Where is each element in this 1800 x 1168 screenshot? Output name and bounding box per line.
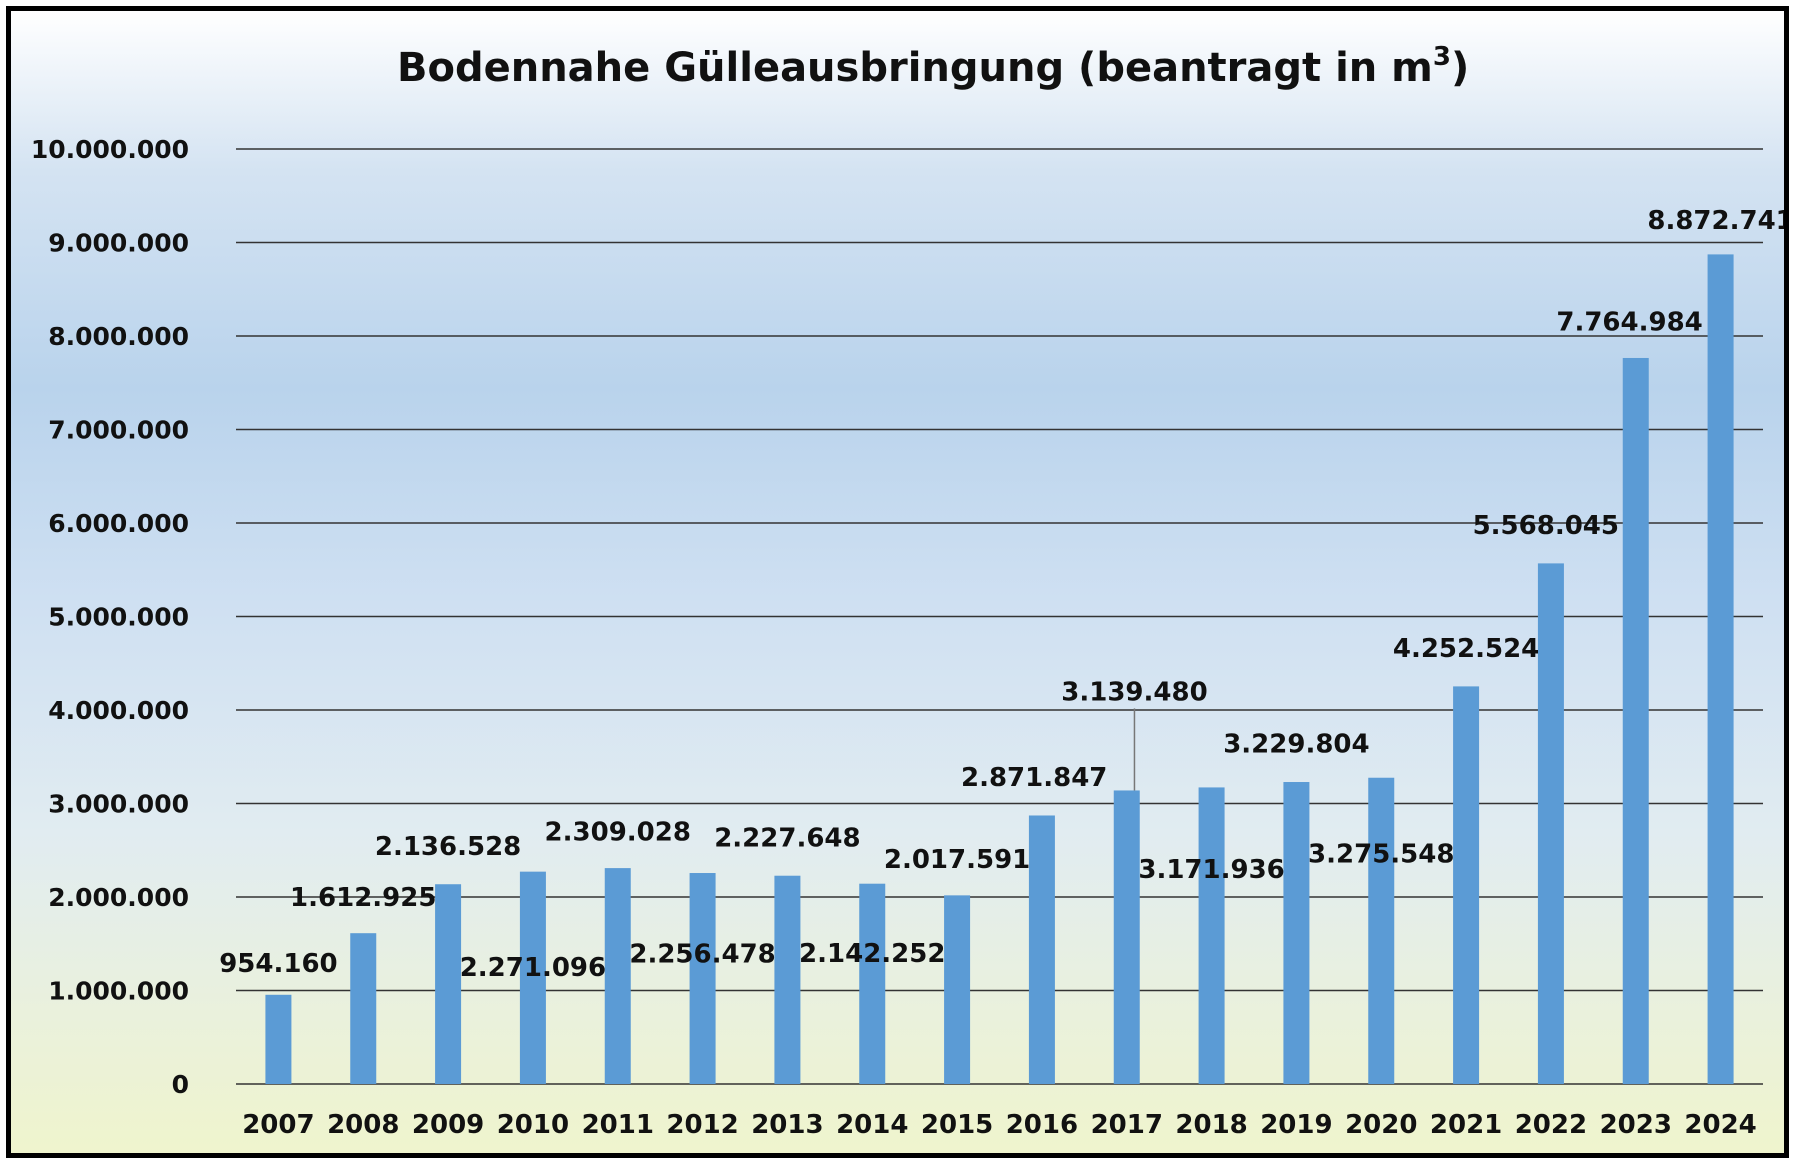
- data-label-2012: 2.256.478: [629, 939, 775, 969]
- x-tick-label: 2024: [1684, 1110, 1756, 1140]
- y-axis-ticks: 0 1.000.000 2.000.000 3.000.000 4.000.000 5.0…: [31, 135, 189, 1099]
- data-label-2019: 3.229.804: [1223, 730, 1369, 760]
- chart-frame: Bodennahe Gülleausbringung (beantragt in…: [6, 6, 1789, 1158]
- data-label-2017: 3.139.480: [1061, 677, 1207, 707]
- x-tick-label: 2017: [1091, 1110, 1163, 1140]
- y-tick-label: 7.000.000: [48, 416, 189, 445]
- bar-2010: [519, 871, 546, 1084]
- data-label-2014: 2.142.252: [799, 939, 945, 969]
- bar-2013: [774, 875, 801, 1084]
- bar-2023: [1622, 357, 1649, 1084]
- x-tick-label: 2020: [1345, 1110, 1417, 1140]
- chart-title-suffix: ): [1451, 45, 1469, 91]
- data-label-2024: 8.872.741: [1647, 206, 1784, 236]
- y-tick-label: 10.000.000: [31, 135, 189, 164]
- data-label-2007: 954.160: [219, 949, 337, 979]
- chart-title: Bodennahe Gülleausbringung (beantragt in…: [397, 42, 1469, 91]
- data-label-2009: 2.136.528: [375, 832, 521, 862]
- y-tick-label: 5.000.000: [48, 603, 189, 632]
- data-label-2022: 5.568.045: [1473, 511, 1619, 541]
- x-tick-label: 2019: [1260, 1110, 1332, 1140]
- y-tick-label: 6.000.000: [48, 509, 189, 538]
- y-tick-label: 9.000.000: [48, 229, 189, 258]
- y-tick-label: 1.000.000: [48, 977, 189, 1006]
- y-tick-label: 2.000.000: [48, 883, 189, 912]
- bar-2012: [689, 873, 716, 1084]
- x-tick-label: 2016: [1006, 1110, 1078, 1140]
- x-tick-label: 2008: [327, 1110, 399, 1140]
- bar-2024: [1707, 254, 1734, 1085]
- x-tick-label: 2015: [921, 1110, 993, 1140]
- x-tick-label: 2012: [666, 1110, 738, 1140]
- data-label-2010: 2.271.096: [460, 953, 606, 983]
- x-tick-label: 2013: [751, 1110, 823, 1140]
- y-tick-label: 8.000.000: [48, 322, 189, 351]
- data-label-2016: 2.871.847: [961, 763, 1107, 793]
- bar-2017: [1113, 790, 1140, 1084]
- data-label-2018: 3.171.936: [1138, 855, 1284, 885]
- data-label-2015: 2.017.591: [884, 845, 1030, 875]
- bar-2009: [435, 884, 462, 1084]
- x-tick-label: 2014: [836, 1110, 908, 1140]
- chart-title-superscript: 3: [1433, 42, 1451, 72]
- data-label-2020: 3.275.548: [1308, 840, 1454, 870]
- x-tick-label: 2018: [1175, 1110, 1247, 1140]
- x-tick-label: 2023: [1600, 1110, 1672, 1140]
- x-axis-ticks: 2007 2008 2009 2010 2011 2012 2013 2014 2015 2016…: [242, 1110, 1757, 1140]
- bar-2021: [1453, 686, 1480, 1084]
- data-label-2023: 7.764.984: [1556, 308, 1702, 338]
- bar-2019: [1283, 782, 1310, 1084]
- x-tick-label: 2010: [497, 1110, 569, 1140]
- chart-title-main: Bodennahe Gülleausbringung (beantragt in…: [397, 45, 1433, 91]
- bar-2020: [1368, 777, 1395, 1084]
- bar-2022: [1537, 563, 1564, 1084]
- bar-chart: Bodennahe Gülleausbringung (beantragt in…: [31, 42, 1784, 1140]
- x-tick-label: 2009: [412, 1110, 484, 1140]
- x-tick-label: 2021: [1430, 1110, 1502, 1140]
- bar-series: [265, 254, 1734, 1085]
- data-label-2021: 4.252.524: [1393, 634, 1539, 664]
- data-label-2008: 1.612.925: [290, 883, 436, 913]
- data-label-2011: 2.309.028: [545, 818, 691, 848]
- bar-2016: [1028, 815, 1055, 1084]
- data-labels: 954.160 1.612.925 2.136.528 2.271.096 2.309.…: [219, 206, 1784, 983]
- bar-2015: [944, 895, 971, 1084]
- x-tick-label: 2022: [1515, 1110, 1587, 1140]
- bar-2007: [265, 994, 292, 1084]
- y-tick-label: 3.000.000: [48, 790, 189, 819]
- grid-layer: [236, 148, 1763, 1085]
- bar-2018: [1198, 787, 1225, 1084]
- x-tick-label: 2007: [242, 1110, 314, 1140]
- bar-2008: [350, 933, 377, 1084]
- bar-2014: [859, 883, 886, 1084]
- y-tick-label: 0: [172, 1070, 189, 1099]
- y-tick-label: 4.000.000: [48, 696, 189, 725]
- bar-2011: [604, 868, 631, 1084]
- x-tick-label: 2011: [582, 1110, 654, 1140]
- data-label-2013: 2.227.648: [714, 823, 860, 853]
